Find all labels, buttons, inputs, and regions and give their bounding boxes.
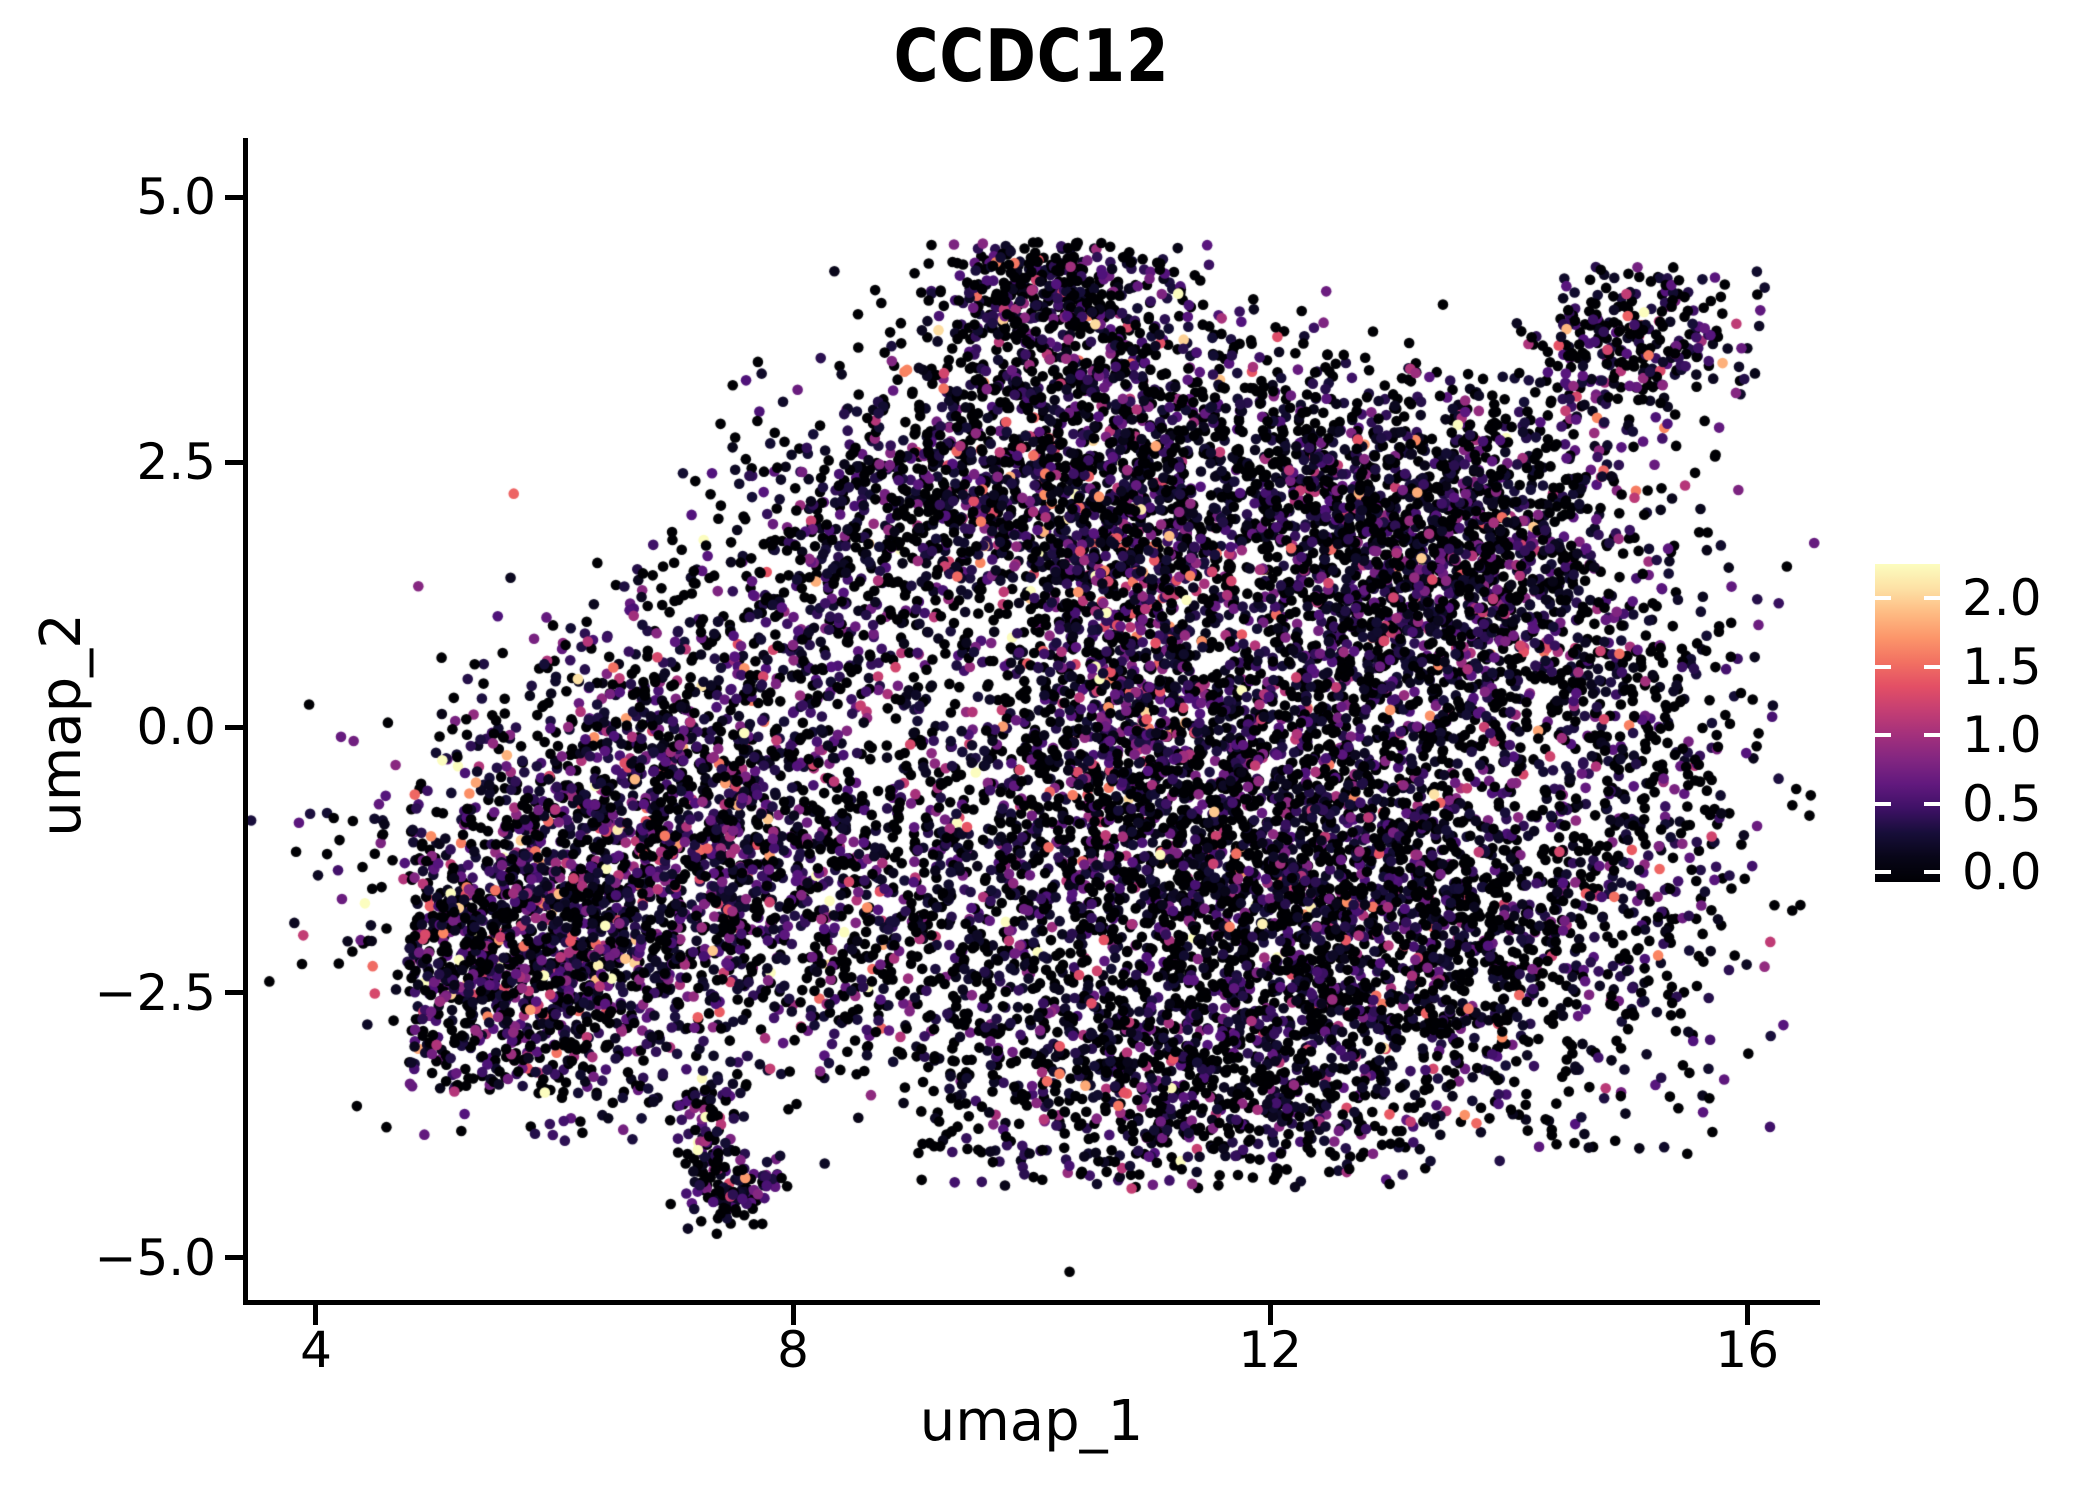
x-tick-mark xyxy=(1744,1305,1750,1325)
y-tick-label: 2.5 xyxy=(136,433,216,492)
colorbar-tick-label: 2.0 xyxy=(1962,569,2042,628)
colorbar-tick-mark xyxy=(1875,870,1891,875)
x-tick-mark xyxy=(1267,1305,1273,1325)
y-tick-mark xyxy=(225,1255,245,1261)
colorbar-tick-label: 0.0 xyxy=(1962,843,2042,902)
colorbar-tick-label: 1.5 xyxy=(1962,637,2042,696)
y-tick-mark xyxy=(225,990,245,996)
y-tick-label: 5.0 xyxy=(136,168,216,227)
colorbar-tick-mark xyxy=(1924,664,1940,669)
y-tick-label: −2.5 xyxy=(94,963,216,1022)
x-tick-label: 4 xyxy=(300,1321,332,1379)
x-tick-label: 8 xyxy=(777,1321,809,1379)
colorbar-tick-label: 1.0 xyxy=(1962,706,2042,765)
plot-title: CCDC12 xyxy=(893,14,1170,98)
y-tick-label: 0.0 xyxy=(136,698,216,757)
x-tick-mark xyxy=(790,1305,796,1325)
colorbar-tick-mark xyxy=(1924,870,1940,875)
colorbar-tick-mark xyxy=(1875,596,1891,601)
y-tick-label: −5.0 xyxy=(94,1228,216,1287)
colorbar-tick-mark xyxy=(1924,733,1940,738)
y-axis-label: umap_2 xyxy=(29,613,94,837)
colorbar-tick-label: 0.5 xyxy=(1962,774,2042,833)
colorbar-tick-mark xyxy=(1924,801,1940,806)
y-tick-mark xyxy=(225,724,245,730)
y-tick-mark xyxy=(225,459,245,465)
colorbar-tick-mark xyxy=(1924,596,1940,601)
x-tick-label: 12 xyxy=(1238,1321,1302,1379)
y-tick-mark xyxy=(225,194,245,200)
x-tick-label: 16 xyxy=(1715,1321,1780,1379)
colorbar-tick-mark xyxy=(1875,801,1891,806)
x-tick-mark xyxy=(313,1305,319,1325)
plot-panel xyxy=(243,138,1820,1305)
colorbar-tick-mark xyxy=(1875,733,1891,738)
umap-scatter-canvas xyxy=(248,138,1820,1300)
colorbar-gradient xyxy=(1875,564,1940,882)
x-axis-label: umap_1 xyxy=(919,1389,1144,1454)
colorbar-tick-mark xyxy=(1875,664,1891,669)
